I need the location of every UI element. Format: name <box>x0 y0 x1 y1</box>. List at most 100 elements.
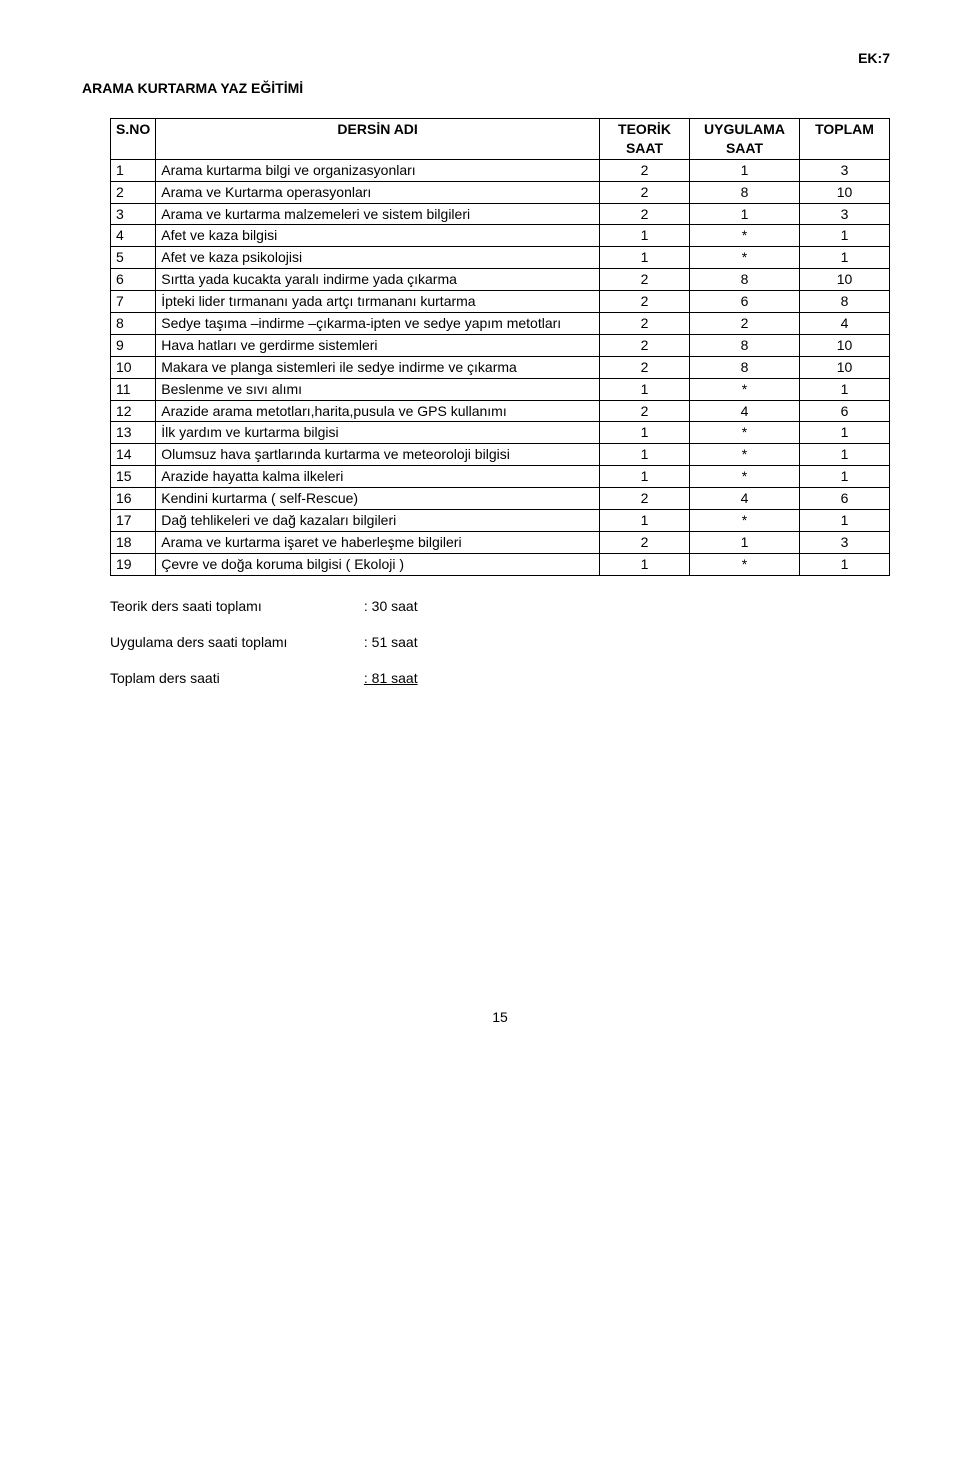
table-row: 15Arazide hayatta kalma ilkeleri1*1 <box>111 466 890 488</box>
cell-name: Afet ve kaza bilgisi <box>156 225 600 247</box>
cell-name: Dağ tehlikeleri ve dağ kazaları bilgiler… <box>156 510 600 532</box>
cell-name: Çevre ve doğa koruma bilgisi ( Ekoloji ) <box>156 553 600 575</box>
cell-name: Kendini kurtarma ( self-Rescue) <box>156 488 600 510</box>
cell-name: Arazide arama metotları,harita,pusula ve… <box>156 400 600 422</box>
cell-uygulama: * <box>690 422 800 444</box>
table-row: 17Dağ tehlikeleri ve dağ kazaları bilgil… <box>111 510 890 532</box>
cell-sno: 11 <box>111 378 156 400</box>
table-row: 4Afet ve kaza bilgisi1*1 <box>111 225 890 247</box>
cell-teorik: 1 <box>600 422 690 444</box>
cell-toplam: 3 <box>800 203 890 225</box>
cell-name: Arazide hayatta kalma ilkeleri <box>156 466 600 488</box>
table-row: 7İpteki lider tırmananı yada artçı tırma… <box>111 291 890 313</box>
summary-uygulama-label: Uygulama ders saati toplamı <box>110 632 360 652</box>
table-row: 8Sedye taşıma –indirme –çıkarma-ipten ve… <box>111 313 890 335</box>
cell-sno: 10 <box>111 356 156 378</box>
cell-toplam: 8 <box>800 291 890 313</box>
cell-teorik: 1 <box>600 466 690 488</box>
cell-teorik: 1 <box>600 225 690 247</box>
cell-name: Makara ve planga sistemleri ile sedye in… <box>156 356 600 378</box>
cell-toplam: 1 <box>800 247 890 269</box>
cell-sno: 18 <box>111 531 156 553</box>
cell-toplam: 10 <box>800 356 890 378</box>
cell-uygulama: * <box>690 466 800 488</box>
cell-teorik: 2 <box>600 488 690 510</box>
cell-sno: 13 <box>111 422 156 444</box>
cell-teorik: 1 <box>600 444 690 466</box>
cell-sno: 19 <box>111 553 156 575</box>
cell-sno: 9 <box>111 334 156 356</box>
cell-toplam: 1 <box>800 466 890 488</box>
cell-uygulama: 1 <box>690 531 800 553</box>
col-uygulama: UYGULAMA SAAT <box>690 119 800 160</box>
summary-block: Teorik ders saati toplamı : 30 saat Uygu… <box>110 596 890 689</box>
cell-teorik: 1 <box>600 378 690 400</box>
cell-name: Hava hatları ve gerdirme sistemleri <box>156 334 600 356</box>
cell-teorik: 2 <box>600 334 690 356</box>
cell-uygulama: * <box>690 510 800 532</box>
cell-teorik: 2 <box>600 203 690 225</box>
cell-name: Arama ve Kurtarma operasyonları <box>156 181 600 203</box>
page-title: ARAMA KURTARMA YAZ EĞİTİMİ <box>82 80 890 96</box>
cell-toplam: 1 <box>800 422 890 444</box>
cell-sno: 7 <box>111 291 156 313</box>
cell-sno: 2 <box>111 181 156 203</box>
cell-sno: 1 <box>111 159 156 181</box>
cell-name: Sırtta yada kucakta yaralı indirme yada … <box>156 269 600 291</box>
cell-uygulama: * <box>690 553 800 575</box>
table-row: 19Çevre ve doğa koruma bilgisi ( Ekoloji… <box>111 553 890 575</box>
cell-uygulama: 8 <box>690 356 800 378</box>
cell-uygulama: 8 <box>690 334 800 356</box>
cell-name: Sedye taşıma –indirme –çıkarma-ipten ve … <box>156 313 600 335</box>
cell-toplam: 1 <box>800 444 890 466</box>
cell-sno: 6 <box>111 269 156 291</box>
cell-toplam: 1 <box>800 553 890 575</box>
col-toplam: TOPLAM <box>800 119 890 160</box>
cell-name: Beslenme ve sıvı alımı <box>156 378 600 400</box>
cell-name: Arama kurtarma bilgi ve organizasyonları <box>156 159 600 181</box>
cell-uygulama: 4 <box>690 400 800 422</box>
cell-uygulama: 4 <box>690 488 800 510</box>
col-sno: S.NO <box>111 119 156 160</box>
cell-teorik: 2 <box>600 400 690 422</box>
cell-toplam: 1 <box>800 378 890 400</box>
cell-teorik: 2 <box>600 356 690 378</box>
cell-toplam: 6 <box>800 400 890 422</box>
cell-toplam: 6 <box>800 488 890 510</box>
cell-toplam: 4 <box>800 313 890 335</box>
cell-uygulama: 8 <box>690 269 800 291</box>
cell-toplam: 3 <box>800 159 890 181</box>
summary-teorik-label: Teorik ders saati toplamı <box>110 596 360 616</box>
curriculum-table: S.NO DERSİN ADI TEORİK SAAT UYGULAMA SAA… <box>110 118 890 576</box>
cell-uygulama: 6 <box>690 291 800 313</box>
cell-uygulama: 2 <box>690 313 800 335</box>
table-row: 10Makara ve planga sistemleri ile sedye … <box>111 356 890 378</box>
cell-toplam: 10 <box>800 181 890 203</box>
table-row: 18Arama ve kurtarma işaret ve haberleşme… <box>111 531 890 553</box>
cell-toplam: 10 <box>800 269 890 291</box>
cell-sno: 8 <box>111 313 156 335</box>
page-number: 15 <box>110 1009 890 1025</box>
ek-label: EK:7 <box>110 50 890 66</box>
cell-uygulama: * <box>690 444 800 466</box>
summary-teorik-value: : 30 saat <box>364 598 418 614</box>
cell-teorik: 2 <box>600 269 690 291</box>
summary-uygulama-value: : 51 saat <box>364 634 418 650</box>
cell-toplam: 1 <box>800 225 890 247</box>
cell-sno: 15 <box>111 466 156 488</box>
table-row: 6Sırtta yada kucakta yaralı indirme yada… <box>111 269 890 291</box>
cell-sno: 5 <box>111 247 156 269</box>
table-row: 5Afet ve kaza psikolojisi1*1 <box>111 247 890 269</box>
cell-uygulama: 1 <box>690 159 800 181</box>
col-teorik: TEORİK SAAT <box>600 119 690 160</box>
cell-toplam: 10 <box>800 334 890 356</box>
cell-name: İpteki lider tırmananı yada artçı tırman… <box>156 291 600 313</box>
table-row: 9Hava hatları ve gerdirme sistemleri2810 <box>111 334 890 356</box>
cell-uygulama: * <box>690 247 800 269</box>
cell-name: Arama ve kurtarma malzemeleri ve sistem … <box>156 203 600 225</box>
table-row: 14Olumsuz hava şartlarında kurtarma ve m… <box>111 444 890 466</box>
cell-toplam: 3 <box>800 531 890 553</box>
table-row: 11Beslenme ve sıvı alımı1*1 <box>111 378 890 400</box>
cell-name: Arama ve kurtarma işaret ve haberleşme b… <box>156 531 600 553</box>
cell-teorik: 2 <box>600 159 690 181</box>
